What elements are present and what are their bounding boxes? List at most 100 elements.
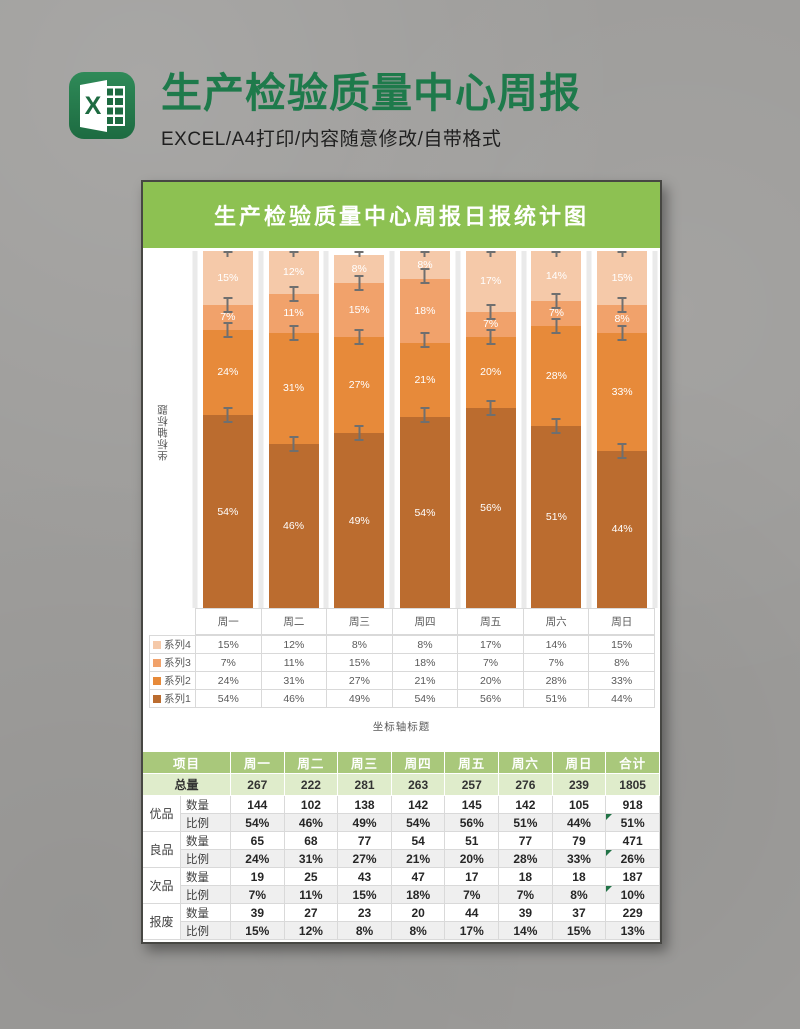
summary-value: 11% bbox=[284, 886, 339, 904]
gridline bbox=[455, 251, 461, 608]
x-axis-label: 周五 bbox=[458, 609, 524, 634]
legend-value: 12% bbox=[260, 635, 328, 654]
legend-value: 51% bbox=[522, 689, 590, 708]
gridline bbox=[652, 251, 658, 608]
doc-header: X 生产检验质量中心周报 EXCEL/A4打印/内容随意修改/自带格式 bbox=[68, 70, 581, 151]
summary-value: 56% bbox=[445, 814, 500, 832]
bar-segment: 54% bbox=[202, 415, 253, 608]
summary-group-label: 次品 bbox=[143, 868, 181, 904]
summary-value: 23 bbox=[338, 904, 392, 922]
summary-header-cell: 合计 bbox=[606, 752, 660, 774]
summary-value: 142 bbox=[499, 796, 553, 814]
summary-value: 51 bbox=[445, 832, 500, 850]
summary-value: 17% bbox=[445, 922, 500, 940]
legend-swatch-icon bbox=[153, 641, 161, 649]
summary-row: 比例 7% 11% 15% 18% 7% 7% 8% 10% bbox=[143, 886, 660, 904]
legend-row: 系列4 15% 12% 8% 8% 17% 14% 15% bbox=[149, 635, 655, 654]
gridline bbox=[389, 251, 395, 608]
summary-value: 229 bbox=[606, 904, 660, 922]
error-bar bbox=[486, 303, 496, 320]
legend-value: 56% bbox=[457, 689, 524, 708]
bar-segment-label: 11% bbox=[283, 307, 304, 320]
bar-segment-label: 21% bbox=[414, 374, 436, 386]
summary-header-cell: 周四 bbox=[391, 752, 446, 774]
summary-value: 51% bbox=[499, 814, 553, 832]
x-axis-label: 周六 bbox=[524, 609, 590, 634]
summary-value: 18 bbox=[552, 868, 607, 886]
bar-segment: 14% bbox=[531, 251, 582, 301]
bar-segment: 46% bbox=[268, 443, 319, 608]
summary-row: 比例 54% 46% 49% 54% 56% 51% 44% 51% bbox=[143, 814, 660, 832]
summary-row-label: 数量 bbox=[181, 904, 232, 922]
summary-value: 77 bbox=[499, 832, 553, 850]
error-bar bbox=[223, 296, 233, 313]
error-bar bbox=[289, 325, 299, 342]
x-axis-label: 周日 bbox=[589, 609, 656, 634]
summary-value: 39 bbox=[231, 904, 285, 922]
error-bar bbox=[617, 325, 627, 342]
plot-column-周四: 54% 21% 18% 8% bbox=[392, 251, 458, 608]
summary-value: 24% bbox=[231, 850, 285, 868]
error-bar bbox=[617, 296, 627, 313]
bar-segment-label: 14% bbox=[545, 270, 567, 283]
summary-header-row: 项目 周一 周二 周三 周四 周五 周六 周日 合计 bbox=[143, 752, 660, 774]
legend-series-name: 系列1 bbox=[149, 689, 196, 708]
error-bar bbox=[551, 417, 561, 434]
summary-value: 20 bbox=[391, 904, 446, 922]
x-axis-label: 周一 bbox=[196, 609, 262, 634]
legend-value: 8% bbox=[326, 635, 393, 654]
bar-segment: 15% bbox=[202, 251, 253, 305]
bar-segment: 21% bbox=[399, 342, 450, 418]
summary-value: 918 bbox=[606, 796, 660, 814]
summary-value: 25 bbox=[284, 868, 339, 886]
summary-value: 18 bbox=[499, 868, 553, 886]
summary-header-cell: 周二 bbox=[284, 752, 339, 774]
summary-value: 65 bbox=[231, 832, 285, 850]
gridline bbox=[258, 251, 264, 608]
bar-segment-label: 18% bbox=[414, 305, 436, 318]
bar-segment: 54% bbox=[399, 417, 450, 608]
summary-value: 102 bbox=[284, 796, 339, 814]
plot-column-周六: 51% 28% 7% 14% bbox=[524, 251, 590, 608]
summary-total-value: 281 bbox=[338, 774, 392, 796]
bar-segment: 27% bbox=[334, 336, 385, 434]
summary-value: 14% bbox=[499, 922, 553, 940]
summary-total-label: 总量 bbox=[143, 774, 232, 796]
summary-value: 187 bbox=[606, 868, 660, 886]
legend-value: 15% bbox=[195, 635, 262, 654]
bar-segment-label: 15% bbox=[348, 303, 370, 316]
legend-value: 8% bbox=[391, 635, 459, 654]
error-bar bbox=[486, 400, 496, 417]
bar-segment-label: 33% bbox=[611, 386, 633, 399]
plot-column-周一: 54% 24% 7% 15% bbox=[195, 251, 261, 608]
summary-value: 18% bbox=[391, 886, 446, 904]
summary-total-value: 263 bbox=[391, 774, 446, 796]
summary-row-label: 数量 bbox=[181, 832, 232, 850]
bar-segment-label: 28% bbox=[545, 369, 567, 382]
x-axis-label: 周二 bbox=[262, 609, 328, 634]
excel-x-letter: X bbox=[85, 92, 102, 120]
chart-title: 生产检验质量中心周报日报统计图 bbox=[213, 204, 589, 229]
error-bar bbox=[486, 328, 496, 345]
page-subtitle: EXCEL/A4打印/内容随意修改/自带格式 bbox=[161, 129, 502, 151]
x-axis-label: 周四 bbox=[393, 609, 459, 634]
bar-segment-label: 7% bbox=[220, 311, 236, 324]
summary-table: 项目 周一 周二 周三 周四 周五 周六 周日 合计 总量 267 222 281 263 257 276 23… bbox=[143, 752, 660, 940]
legend-value: 44% bbox=[588, 689, 655, 708]
summary-row-label: 比例 bbox=[181, 922, 232, 940]
summary-total-value: 222 bbox=[284, 774, 339, 796]
error-bar bbox=[354, 275, 364, 292]
error-bar-top bbox=[617, 251, 627, 257]
summary-value: 20% bbox=[445, 850, 500, 868]
legend-swatch-icon bbox=[153, 659, 161, 667]
legend-value: 7% bbox=[522, 653, 590, 672]
chart-title-banner: 生产检验质量中心周报日报统计图 bbox=[143, 182, 660, 248]
plot-column-周二: 46% 31% 11% 12% bbox=[261, 251, 327, 608]
bar-segment-label: 15% bbox=[217, 271, 239, 284]
summary-total-value: 267 bbox=[231, 774, 285, 796]
summary-value: 54 bbox=[391, 832, 446, 850]
summary-value: 37 bbox=[552, 904, 607, 922]
excel-logo-icon: X bbox=[69, 72, 135, 139]
summary-value: 12% bbox=[284, 922, 339, 940]
